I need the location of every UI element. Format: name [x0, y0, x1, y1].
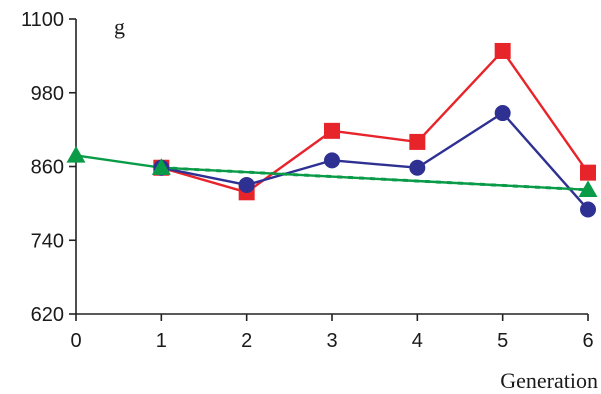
data-point-circle — [494, 105, 511, 122]
series-0 — [161, 49, 589, 194]
series-layer — [66, 42, 598, 218]
data-point-square — [580, 164, 596, 181]
series-line — [161, 111, 589, 211]
data-point-circle — [324, 152, 340, 169]
data-point-triangle — [151, 158, 171, 175]
series-markers-2 — [66, 145, 598, 197]
data-point-triangle — [578, 180, 598, 197]
data-point-square — [494, 42, 511, 59]
data-point-square — [324, 122, 340, 139]
data-point-circle — [580, 201, 596, 218]
y-tick-label: 860 — [31, 157, 64, 179]
x-tick-label: 3 — [326, 330, 337, 352]
x-tick-label: 4 — [412, 330, 423, 352]
x-tick-label: 1 — [156, 330, 167, 352]
x-axis-title: Generation — [500, 368, 598, 393]
x-tick-label: 2 — [241, 330, 252, 352]
y-tick-label: 740 — [31, 230, 64, 252]
data-point-circle — [409, 159, 426, 176]
x-tick-label: 0 — [70, 330, 81, 352]
y-tick-label: 980 — [31, 83, 64, 105]
series-markers-1 — [153, 105, 596, 218]
y-tick-label: 1100 — [21, 9, 64, 31]
y-axis-title: g — [114, 14, 125, 39]
data-point-square — [409, 133, 426, 150]
axes: 620 740 860 980 1100 0 1 2 3 4 5 6 — [21, 9, 594, 352]
data-point-triangle — [66, 145, 86, 163]
series-1 — [161, 111, 589, 211]
series-line — [161, 49, 589, 194]
y-tick-label: 620 — [31, 304, 64, 326]
data-point-circle — [238, 176, 255, 193]
x-tick-label: 5 — [497, 330, 508, 352]
x-tick-label: 6 — [582, 330, 593, 352]
series-markers-0 — [153, 42, 596, 201]
